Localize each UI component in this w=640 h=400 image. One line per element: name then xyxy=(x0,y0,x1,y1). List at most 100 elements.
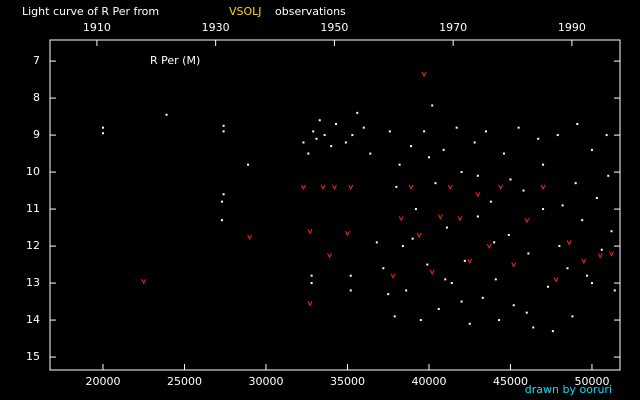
point xyxy=(356,111,359,114)
point xyxy=(393,315,396,318)
point xyxy=(494,278,497,281)
limit-point xyxy=(345,230,350,237)
point xyxy=(476,174,479,177)
point xyxy=(330,145,333,148)
point xyxy=(445,226,448,229)
point xyxy=(546,285,549,288)
point xyxy=(468,322,471,325)
point xyxy=(401,245,404,248)
point xyxy=(607,174,610,177)
point xyxy=(481,296,484,299)
point xyxy=(419,319,422,322)
point xyxy=(165,113,168,116)
limit-point xyxy=(540,184,546,190)
point xyxy=(335,122,338,125)
point xyxy=(571,315,574,318)
point xyxy=(512,304,515,307)
point xyxy=(388,130,391,133)
limit-point xyxy=(609,251,614,257)
title-suffix: observations xyxy=(275,5,346,18)
title-source: VSOLJ xyxy=(229,5,262,18)
point xyxy=(473,141,476,144)
x-tick-label: 25000 xyxy=(167,375,202,388)
point xyxy=(455,126,458,129)
x-tick-label: 45000 xyxy=(493,375,528,388)
limit-point xyxy=(429,269,435,276)
point xyxy=(302,141,305,144)
limit-point xyxy=(247,234,253,240)
point xyxy=(220,200,223,203)
point xyxy=(507,233,510,236)
point xyxy=(527,252,530,255)
limit-point xyxy=(390,273,396,279)
point xyxy=(509,178,512,181)
limit-point xyxy=(327,253,332,259)
point xyxy=(450,282,453,285)
plot-frame xyxy=(49,39,621,371)
limit-point xyxy=(416,232,422,239)
limit-point xyxy=(301,184,306,190)
point xyxy=(590,148,593,151)
point xyxy=(605,134,608,137)
y-tick-label: 15 xyxy=(26,350,40,363)
x-tick-label: 35000 xyxy=(330,375,365,388)
point xyxy=(574,182,577,185)
x-tick-label: 50000 xyxy=(574,375,609,388)
point xyxy=(498,319,501,322)
x-tick-label: 30000 xyxy=(248,375,283,388)
limit-point xyxy=(524,217,530,224)
limit-point xyxy=(320,184,326,190)
point xyxy=(323,134,326,137)
point xyxy=(613,289,616,292)
point xyxy=(414,208,417,211)
point xyxy=(362,126,365,129)
limit-point xyxy=(398,216,404,222)
limit-point xyxy=(408,184,414,190)
point xyxy=(427,156,430,159)
point xyxy=(220,219,223,222)
limit-point xyxy=(447,184,453,190)
point xyxy=(561,204,564,207)
limit-point xyxy=(511,262,517,268)
point xyxy=(398,163,401,166)
point xyxy=(542,163,545,166)
point xyxy=(542,208,545,211)
limit-point xyxy=(553,277,559,283)
point xyxy=(460,171,463,174)
limit-point xyxy=(457,216,463,222)
limit-point xyxy=(486,243,492,250)
point xyxy=(460,300,463,303)
chart-title: Light curve of R Per from xyxy=(22,5,159,18)
point xyxy=(525,311,528,314)
point xyxy=(434,182,437,185)
point xyxy=(581,219,584,222)
point xyxy=(307,152,310,155)
x-tick-label: 40000 xyxy=(411,375,446,388)
point xyxy=(522,189,525,192)
limit-point xyxy=(566,240,572,246)
point xyxy=(442,148,445,151)
point xyxy=(426,263,429,266)
y-tick-label: 13 xyxy=(26,276,40,289)
limit-point xyxy=(141,278,147,285)
y-tick-label: 11 xyxy=(26,202,40,215)
point xyxy=(551,330,554,333)
x2-tick-label: 1990 xyxy=(558,21,586,34)
point xyxy=(310,274,313,277)
limit-point xyxy=(475,192,481,198)
y-tick-label: 8 xyxy=(33,91,40,104)
point xyxy=(411,237,414,240)
point xyxy=(463,259,466,262)
point xyxy=(558,245,561,248)
point xyxy=(351,134,354,137)
point xyxy=(493,241,496,244)
point xyxy=(222,124,225,127)
limit-point xyxy=(307,301,313,307)
point xyxy=(489,200,492,203)
point xyxy=(344,141,347,144)
point xyxy=(101,126,104,129)
point xyxy=(222,130,225,133)
point xyxy=(315,137,318,140)
